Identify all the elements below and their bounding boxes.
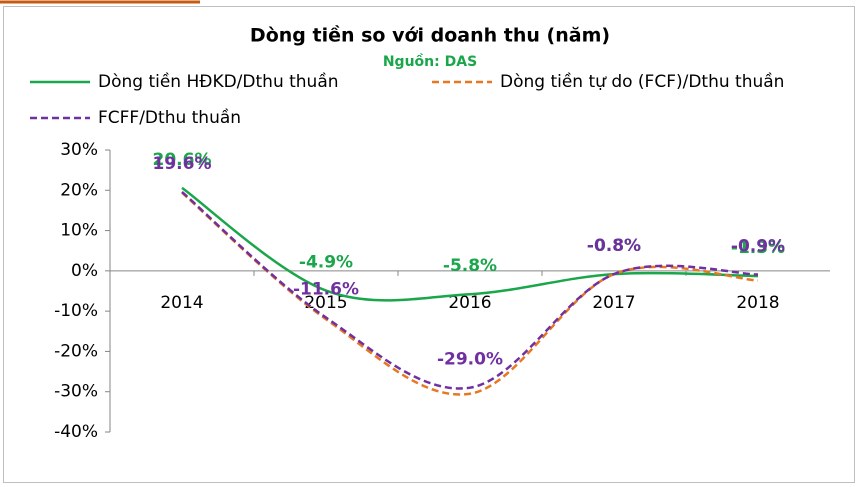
chart-border (3, 6, 855, 483)
legend-label: FCFF/Dthu thuần (98, 107, 241, 128)
data-label: -4.9% (299, 253, 353, 273)
x-tick-label: 2017 (592, 293, 635, 313)
y-tick-label: -40% (54, 422, 98, 442)
y-tick-label: -30% (54, 382, 98, 402)
legend-label: Dòng tiền HĐKD/Dthu thuần (98, 71, 339, 92)
x-tick-label: 2016 (448, 293, 491, 313)
y-tick-label: -10% (54, 301, 98, 321)
chart-subtitle: Nguồn: DAS (383, 53, 477, 70)
data-label: -1.3% (731, 238, 785, 258)
y-tick-label: 30% (60, 140, 98, 160)
y-tick-label: 0% (71, 261, 98, 281)
data-label: -29.0% (437, 350, 503, 370)
legend-label: Dòng tiền tự do (FCF)/Dthu thuần (500, 71, 784, 92)
series-line (181, 191, 759, 396)
data-label: -5.8% (443, 256, 497, 276)
x-tick-label: 2014 (160, 293, 203, 313)
data-label: 19.6% (153, 154, 212, 174)
x-tick-label: 2015 (304, 293, 347, 313)
y-tick-label: 10% (60, 221, 98, 241)
series-line (181, 186, 759, 302)
data-label: -0.8% (587, 236, 641, 256)
series-line (181, 190, 759, 390)
data-label: 20.6% (153, 150, 212, 170)
y-tick-label: 20% (60, 180, 98, 200)
chart-title: Dòng tiền so với doanh thu (năm) (250, 24, 610, 47)
data-label: -0.8% (587, 236, 641, 256)
y-tick-label: -20% (54, 341, 98, 361)
data-label: -11.6% (293, 280, 359, 300)
data-label: -0.9% (731, 236, 785, 256)
x-tick-label: 2018 (736, 293, 779, 313)
